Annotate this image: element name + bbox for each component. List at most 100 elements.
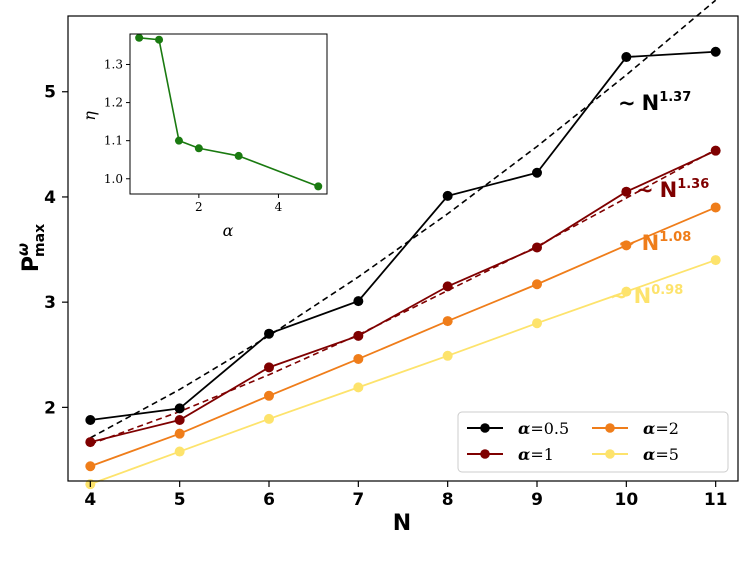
legend: α=0.5 α=1 α=2 α=5 <box>457 411 729 473</box>
series <box>85 46 721 425</box>
svg-text:α=2: α=2 <box>643 419 679 438</box>
inset-x-tick-label: 2 <box>195 200 203 214</box>
data-point <box>442 281 453 292</box>
series <box>85 145 721 448</box>
y-axis-label-sub: max <box>32 224 48 257</box>
data-point <box>710 202 721 213</box>
inset-y-axis-label: η <box>80 111 99 121</box>
y-axis-label-sup: ω <box>14 243 32 256</box>
x-tick-label: 6 <box>263 490 275 510</box>
legend-entry-alpha-0.5: α=0.5 <box>467 419 569 438</box>
x-tick-label: 9 <box>531 490 543 510</box>
x-tick-label: 8 <box>442 490 454 510</box>
y-tick-label: 4 <box>44 188 56 208</box>
series-line <box>90 206 717 468</box>
data-point <box>264 390 274 401</box>
data-point <box>621 52 632 63</box>
legend-box <box>457 411 729 473</box>
data-point <box>264 413 274 424</box>
series <box>85 255 721 490</box>
data-point <box>710 145 721 156</box>
data-point <box>621 186 632 197</box>
series-line <box>90 50 716 421</box>
annotation-alpha-2: ∼ N1.08 <box>618 230 691 255</box>
inset-data-point <box>234 151 243 160</box>
inset-data-point <box>174 136 183 145</box>
data-point <box>85 414 96 425</box>
data-point <box>532 279 542 290</box>
data-point <box>353 353 364 364</box>
data-point <box>174 414 185 425</box>
data-point <box>621 286 632 297</box>
svg-text:∼N1.37: ∼ N1.37 <box>618 90 691 115</box>
data-point <box>353 382 364 393</box>
data-point <box>174 446 185 457</box>
main-y-ticks: 2 3 4 5 <box>44 83 68 418</box>
y-tick-label: 2 <box>44 398 56 418</box>
inset-y-tick-label: 1.1 <box>104 134 123 148</box>
legend-entry-alpha-2: α=2 <box>592 419 679 438</box>
legend-marker <box>480 423 490 433</box>
data-point <box>264 328 274 339</box>
inset-plot-frame <box>129 33 328 195</box>
legend-marker <box>605 449 615 459</box>
series-line <box>90 149 717 443</box>
inset-x-axis-label: α <box>223 221 234 240</box>
data-point <box>85 461 96 472</box>
inset-y-tick-label: 1.0 <box>104 172 123 186</box>
inset-x-tick-label: 4 <box>275 200 283 214</box>
inset-data-point <box>135 33 144 42</box>
data-point <box>532 318 542 329</box>
data-point <box>710 46 721 57</box>
inset-plot-background <box>130 34 327 194</box>
svg-text:α=1: α=1 <box>518 445 554 464</box>
data-point <box>264 362 274 373</box>
svg-text:∼N0.98: ∼ N0.98 <box>610 283 683 308</box>
data-point <box>442 316 453 327</box>
x-axis-label: N <box>393 511 411 536</box>
y-tick-label: 3 <box>44 293 56 313</box>
main-plot: 4 5 6 7 8 9 10 11 2 3 4 5 N Pωmax ∼ N1.37 ∼ N1.36 ∼ N… <box>14 0 739 536</box>
main-x-ticks: 4 5 6 7 8 9 10 11 <box>84 481 728 510</box>
data-point <box>442 350 453 361</box>
data-point <box>174 403 185 414</box>
x-tick-label: 7 <box>352 490 364 510</box>
inset-marks <box>135 33 323 191</box>
svg-text:Pωmax: Pωmax <box>14 224 48 272</box>
svg-text:α=0.5: α=0.5 <box>518 419 569 438</box>
inset-data-point <box>314 182 323 191</box>
legend-marker <box>605 423 615 433</box>
inset-y-ticks: 1.0 1.1 1.2 1.3 <box>104 57 130 186</box>
main-plot-frame <box>67 15 739 482</box>
x-tick-label: 5 <box>174 490 186 510</box>
y-tick-label: 5 <box>44 83 56 103</box>
y-axis-label-main: P <box>19 256 44 272</box>
data-point <box>621 240 632 251</box>
data-point <box>710 255 721 266</box>
inset-y-tick-label: 1.2 <box>104 96 123 110</box>
data-point <box>532 167 542 178</box>
x-tick-label: 10 <box>614 490 638 510</box>
legend-entry-alpha-1: α=1 <box>467 445 554 464</box>
inset-y-tick-label: 1.3 <box>104 57 123 71</box>
series <box>85 202 721 472</box>
main-marks <box>85 0 721 490</box>
data-point <box>353 330 364 341</box>
series-line <box>90 259 716 486</box>
svg-text:∼N1.08: ∼ N1.08 <box>618 230 691 255</box>
inset-data-point <box>194 144 203 153</box>
svg-text:α=5: α=5 <box>643 445 679 464</box>
data-point <box>174 428 185 439</box>
svg-text:∼N1.36: ∼ N1.36 <box>636 177 709 202</box>
annotation-alpha-1: ∼ N1.36 <box>636 177 709 202</box>
x-tick-label: 4 <box>84 490 96 510</box>
data-point <box>353 296 364 307</box>
data-point <box>532 242 542 253</box>
y-axis-label: Pωmax <box>14 224 48 272</box>
annotation-alpha-0.5: ∼ N1.37 <box>618 90 691 115</box>
legend-marker <box>480 449 490 459</box>
legend-entry-alpha-5: α=5 <box>592 445 679 464</box>
